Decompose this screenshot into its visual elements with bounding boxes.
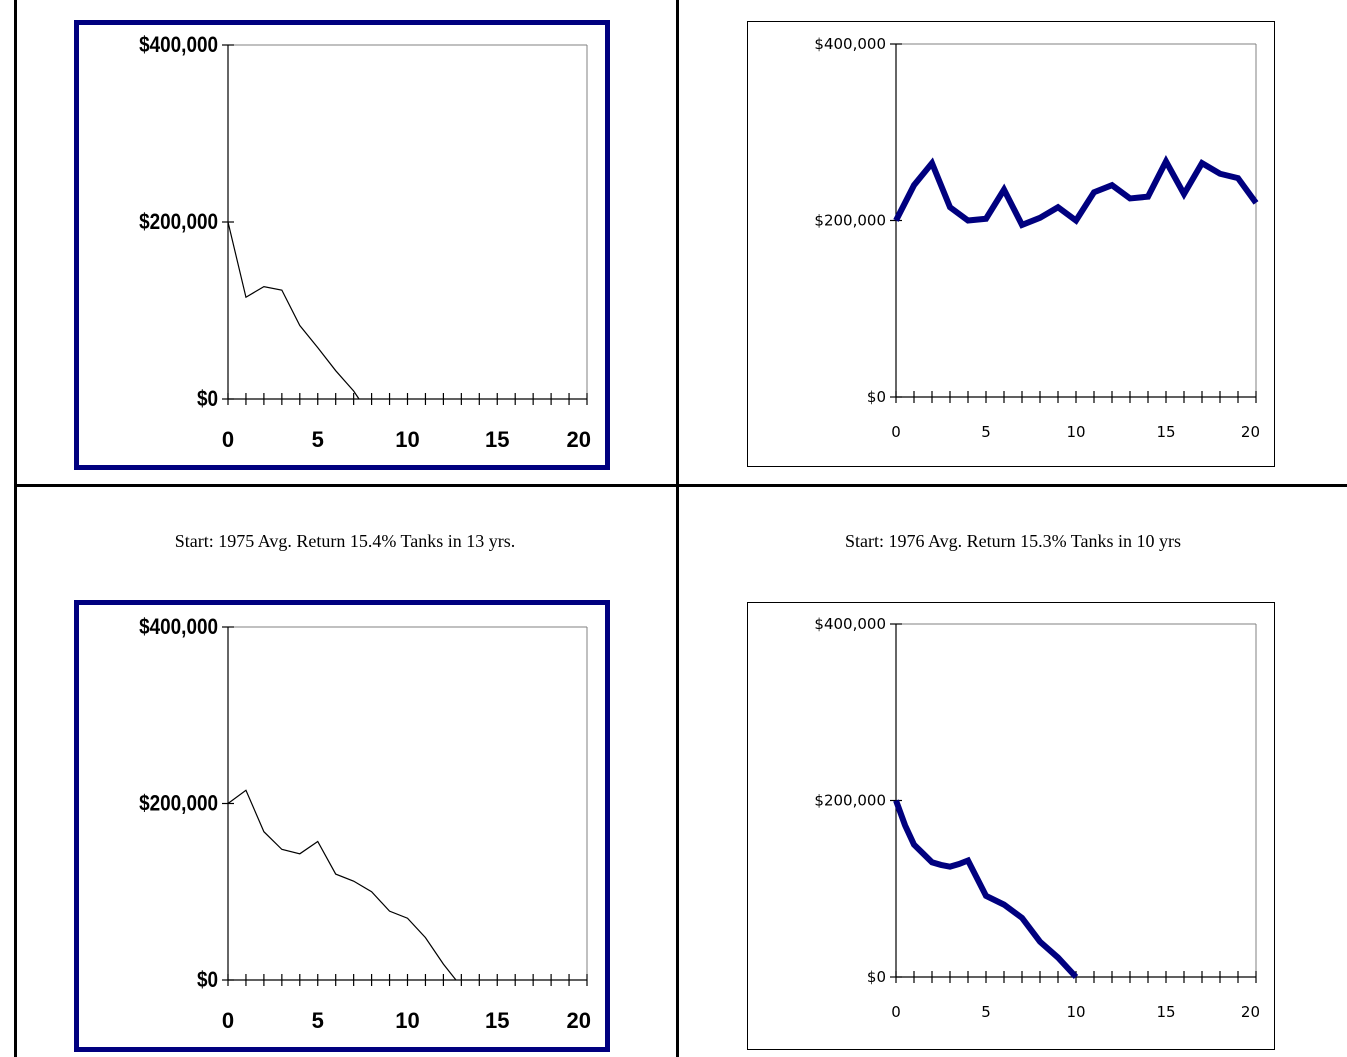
y-tick-label: $200,000: [139, 210, 218, 235]
table-left-border: [14, 0, 17, 1057]
chart-panel-top-right: $0 $200,000 $400,000 0 5 10 15 20: [747, 21, 1275, 467]
x-tick-label: 0: [222, 1008, 234, 1033]
x-tick-label: 20: [567, 427, 591, 452]
series-line: [893, 154, 1259, 229]
y-tick-label: $400,000: [139, 615, 218, 640]
x-tick-label: 20: [1241, 423, 1260, 441]
x-tick-label: 5: [312, 427, 324, 452]
y-tick-label: $200,000: [814, 792, 886, 810]
x-tick-label: 0: [891, 423, 901, 441]
x-tick-label: 15: [1156, 1003, 1175, 1021]
series-line: [227, 789, 457, 981]
x-tick-label: 5: [981, 423, 991, 441]
x-tick-label: 15: [485, 427, 509, 452]
x-tick-label: 15: [1156, 423, 1175, 441]
chart-bottom-left: $0 $200,000 $400,000 0 5 10 15 20: [139, 615, 591, 1033]
y-tick-label: $0: [867, 388, 886, 406]
y-tick-label: $0: [867, 968, 886, 986]
chart-top-right: $0 $200,000 $400,000 0 5 10 15 20: [814, 35, 1260, 441]
x-tick-label: 10: [395, 1008, 419, 1033]
y-tick-label: $400,000: [814, 615, 886, 633]
x-tick-label: 20: [567, 1008, 591, 1033]
caption-left: Start: 1975 Avg. Return 15.4% Tanks in 1…: [174, 531, 516, 551]
y-tick-label: $0: [197, 387, 218, 412]
table-row-divider: [14, 484, 1347, 487]
chart-panel-bottom-right: $0 $200,000 $400,000 0 5 10 15 20: [747, 602, 1275, 1050]
y-tick-label: $200,000: [814, 212, 886, 230]
chart-top-left: $0 $200,000 $400,000 0 5 10 15 20: [139, 33, 591, 452]
x-tick-label: 10: [1066, 1003, 1085, 1021]
x-tick-label: 10: [395, 427, 419, 452]
chart-panel-bottom-left: $0 $200,000 $400,000 0 5 10 15 20: [74, 600, 610, 1052]
caption-right: Start: 1976 Avg. Return 15.3% Tanks in 1…: [844, 531, 1182, 551]
table-center-divider: [676, 0, 679, 1057]
x-tick-label: 15: [485, 1008, 509, 1033]
y-tick-label: $0: [197, 968, 218, 993]
y-tick-label: $400,000: [139, 33, 218, 58]
y-tick-label: $400,000: [814, 35, 886, 53]
x-tick-label: 20: [1241, 1003, 1260, 1021]
x-tick-label: 0: [222, 427, 234, 452]
series-line: [227, 221, 360, 400]
y-tick-label: $200,000: [139, 791, 218, 816]
chart-panel-top-left: $0 $200,000 $400,000 0 5 10 15 20: [74, 20, 610, 470]
x-tick-label: 10: [1066, 423, 1085, 441]
x-tick-label: 5: [312, 1008, 324, 1033]
chart-bottom-right: $0 $200,000 $400,000 0 5 10 15 20: [814, 615, 1260, 1021]
x-tick-label: 5: [981, 1003, 991, 1021]
series-line: [893, 799, 1079, 980]
x-tick-label: 0: [891, 1003, 901, 1021]
